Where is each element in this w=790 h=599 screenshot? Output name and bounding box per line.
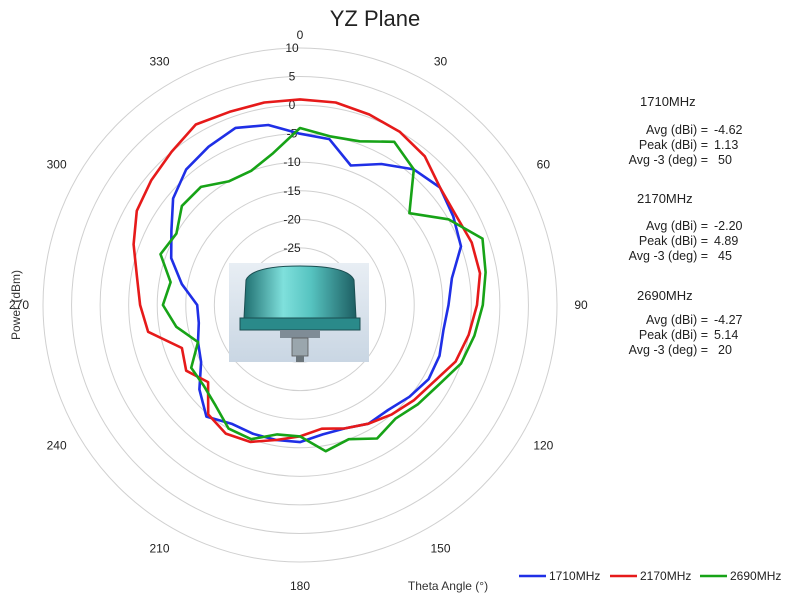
stats-2170-avg-label: Avg (dBi) = — [646, 219, 708, 233]
radial-tick-label: 5 — [289, 70, 296, 84]
angular-tick-label: 210 — [149, 541, 169, 555]
stats-2170-title: 2170MHz — [637, 191, 693, 206]
series-line-2690MHz — [159, 126, 487, 453]
angular-tick-label: 330 — [149, 55, 169, 69]
stats-2690: 2690MHz Avg (dBi) = -4.27 Peak (dBi) = 5… — [629, 288, 743, 357]
radial-tick-label: -25 — [283, 241, 301, 255]
radial-tick-label: 0 — [289, 98, 296, 112]
stats-2690-avg: -4.27 — [714, 313, 743, 327]
stats-panel: 1710MHz Avg (dBi) = -4.62 Peak (dBi) = 1… — [629, 94, 743, 357]
angular-tick-labels: 0 30 60 90 120 150 180 210 240 270 300 330 — [9, 28, 588, 593]
radial-tick-label: -20 — [283, 212, 301, 226]
stats-2690-peak-label: Peak (dBi) = — [639, 328, 708, 342]
angular-tick-label: 180 — [290, 579, 310, 593]
radial-tick-label: -10 — [283, 155, 301, 169]
stats-2690-beam: 20 — [718, 343, 732, 357]
grid-ring — [42, 47, 558, 563]
angular-tick-label: 270 — [9, 298, 29, 312]
angular-tick-label: 90 — [574, 298, 588, 312]
legend-label-2170: 2170MHz — [640, 569, 691, 583]
grid-ring — [99, 104, 501, 506]
stats-2170-beam-label: Avg -3 (deg) = — [629, 249, 708, 263]
stats-1710-beam: 50 — [718, 153, 732, 167]
stats-2690-peak: 5.14 — [714, 328, 738, 342]
angular-tick-label: 240 — [47, 439, 67, 453]
stats-2170-beam: 45 — [718, 249, 732, 263]
grid-ring — [71, 76, 529, 534]
stats-2170-peak: 4.89 — [714, 234, 738, 248]
stats-1710-peak: 1.13 — [714, 138, 738, 152]
stats-1710-avg: -4.62 — [714, 123, 743, 137]
stats-2170-peak-label: Peak (dBi) = — [639, 234, 708, 248]
radial-tick-label: -15 — [283, 184, 301, 198]
stats-1710: 1710MHz Avg (dBi) = -4.62 Peak (dBi) = 1… — [629, 94, 743, 167]
polar-grid — [42, 47, 558, 563]
angular-tick-label: 30 — [434, 55, 448, 69]
legend: 1710MHz 2170MHz 2690MHz — [519, 569, 781, 583]
angular-tick-label: 0 — [297, 28, 304, 42]
stats-1710-title: 1710MHz — [640, 94, 696, 109]
legend-label-1710: 1710MHz — [549, 569, 600, 583]
stats-2170-avg: -2.20 — [714, 219, 743, 233]
grid-ring — [185, 190, 415, 420]
antenna-product-image — [229, 263, 369, 362]
angular-axis-label: Theta Angle (°) — [408, 579, 488, 593]
chart-title: YZ Plane — [330, 6, 421, 31]
stats-1710-beam-label: Avg -3 (deg) = — [629, 153, 708, 167]
radial-tick-label: 10 — [285, 41, 299, 55]
legend-label-2690: 2690MHz — [730, 569, 781, 583]
stats-2690-avg-label: Avg (dBi) = — [646, 313, 708, 327]
stats-2170: 2170MHz Avg (dBi) = -2.20 Peak (dBi) = 4… — [629, 191, 743, 263]
angular-tick-label: 60 — [537, 158, 551, 172]
grid-ring — [213, 218, 387, 392]
angular-tick-label: 120 — [533, 439, 553, 453]
stats-1710-peak-label: Peak (dBi) = — [639, 138, 708, 152]
series-line-1710MHz — [169, 123, 463, 444]
stats-2690-title: 2690MHz — [637, 288, 693, 303]
angular-tick-label: 300 — [47, 158, 67, 172]
stats-1710-avg-label: Avg (dBi) = — [646, 123, 708, 137]
angular-tick-label: 150 — [430, 541, 450, 555]
stats-2690-beam-label: Avg -3 (deg) = — [629, 343, 708, 357]
radial-axis-label: Power (dBm) — [9, 270, 23, 340]
series-lines — [132, 98, 487, 453]
grid-ring — [156, 161, 444, 449]
